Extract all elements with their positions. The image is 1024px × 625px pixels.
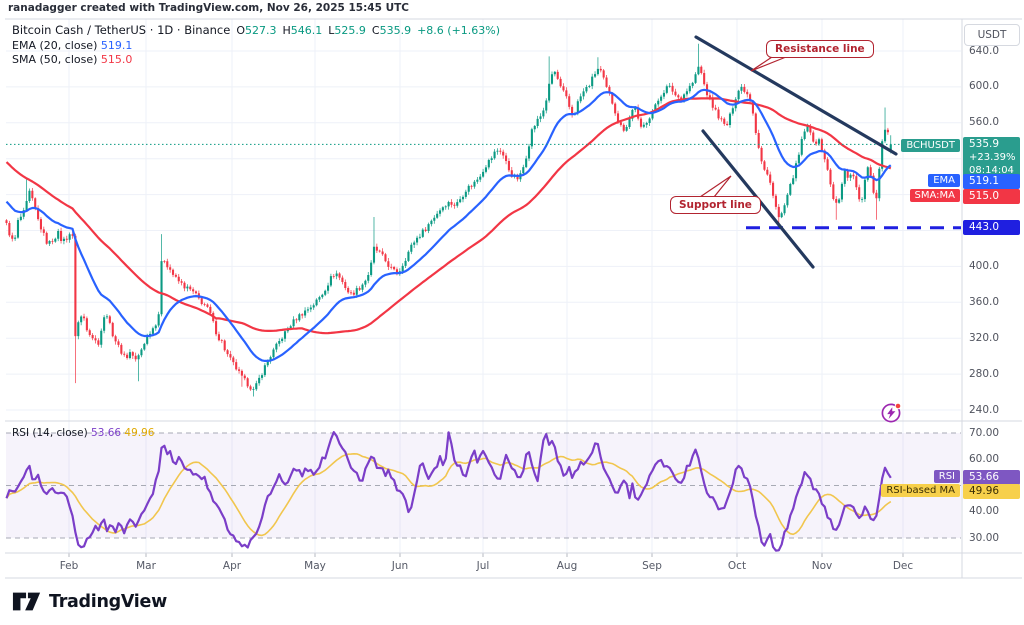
rsi-tick-label: 70.00 [969, 426, 1000, 439]
rsi-title: RSI (14, close) [12, 427, 88, 439]
bar-countdown: 08:14:04 [969, 165, 1014, 176]
price-tick-label: 600.0 [969, 80, 1000, 93]
ema-tag: EMA [928, 174, 960, 187]
price-tick-label: 360.0 [969, 295, 1000, 308]
month-label: Jun [391, 560, 409, 572]
rsi-legend[interactable]: RSI (14, close) 53.66 49.96 [12, 427, 154, 439]
month-label: Dec [892, 560, 914, 572]
ohlc-value: 527.3 [244, 24, 277, 37]
month-label: Oct [727, 560, 747, 572]
change-value: +8.6 (+1.63%) [417, 24, 501, 37]
ema-label: EMA (20, close) [12, 38, 98, 52]
price-tick-label: 400.0 [969, 259, 1000, 272]
change-percent: +23.39% [969, 152, 1016, 163]
last-price: 535.9 [969, 138, 1000, 150]
month-label: Jul [476, 560, 490, 572]
rsi-current-value: 53.66 [91, 427, 122, 439]
ohlc-letter: C [371, 24, 380, 37]
chart-legend: Bitcoin Cash / TetherUS · 1D · Binance O5… [12, 22, 500, 68]
lightning-bolt-icon [887, 407, 896, 419]
support-line-callout[interactable]: Support line [670, 196, 761, 214]
legend-row-ema[interactable]: EMA (20, close) 519.1 [12, 39, 500, 54]
ohlc-value: 546.1 [290, 24, 323, 37]
tradingview-logo[interactable]: TradingView [12, 591, 167, 612]
ohlc-letter: H [282, 24, 291, 37]
month-label: Aug [556, 560, 578, 572]
price-tick-label: 320.0 [969, 331, 1000, 344]
price-tick-label: 240.0 [969, 403, 1000, 416]
symbol-price-badge: 535.9 +23.39% 08:14:04 [963, 137, 1020, 178]
rsi-tick-label: 40.00 [969, 505, 1000, 518]
rsi-ma-current-value: 49.96 [124, 427, 155, 439]
symbol-tag: BCHUSDT [901, 139, 960, 152]
month-label: Apr [222, 560, 242, 572]
price-tick-label: 560.0 [969, 116, 1000, 129]
sma-tag: SMA:MA [909, 189, 960, 202]
resistance-line-callout[interactable]: Resistance line [766, 40, 874, 58]
flash-alert-icon[interactable] [880, 401, 904, 425]
currency-toggle-button[interactable]: USDT [964, 24, 1020, 46]
month-label: Nov [811, 560, 833, 572]
ohlc-row: O527.3 H546.1 L525.9 C535.9 [230, 19, 411, 38]
ohlc-letter: L [328, 24, 335, 37]
price-tick-label: 640.0 [969, 44, 1000, 57]
month-label: Mar [136, 560, 156, 572]
month-label: Sep [642, 560, 662, 572]
rsi-ma-tag: RSI-based MA [881, 484, 960, 497]
legend-row-symbol[interactable]: Bitcoin Cash / TetherUS · 1D · Binance O5… [12, 22, 500, 39]
rsi-tag: RSI [933, 470, 960, 483]
rsi-ma-value-badge: 49.96 [963, 484, 1020, 499]
sma-value-badge: 515.0 [963, 189, 1020, 204]
price-tick-label: 280.0 [969, 367, 1000, 380]
rsi-tick-label: 60.00 [969, 452, 1000, 465]
legend-row-sma[interactable]: SMA (50, close) 515.0 [12, 53, 500, 68]
rsi-value-badge: 53.66 [963, 470, 1020, 485]
rsi-tick-label: 30.00 [969, 531, 1000, 544]
ema-value-badge: 519.1 [963, 174, 1020, 189]
ohlc-value: 525.9 [334, 24, 366, 37]
ohlc-letter: O [236, 24, 245, 37]
attribution-text: ranadagger created with TradingView.com,… [8, 2, 409, 14]
ema-value: 519.1 [100, 38, 133, 52]
ohlc-value: 535.9 [379, 24, 412, 37]
sma-label: SMA (50, close) [12, 53, 98, 66]
month-label: May [304, 560, 326, 572]
month-label: Feb [59, 560, 79, 572]
symbol-title[interactable]: Bitcoin Cash / TetherUS · 1D · Binance [12, 23, 231, 37]
sma-value: 515.0 [100, 53, 133, 66]
tradingview-logo-text: TradingView [49, 591, 167, 612]
level-443-badge: 443.0 [963, 220, 1020, 235]
tradingview-logo-mark [12, 592, 41, 611]
